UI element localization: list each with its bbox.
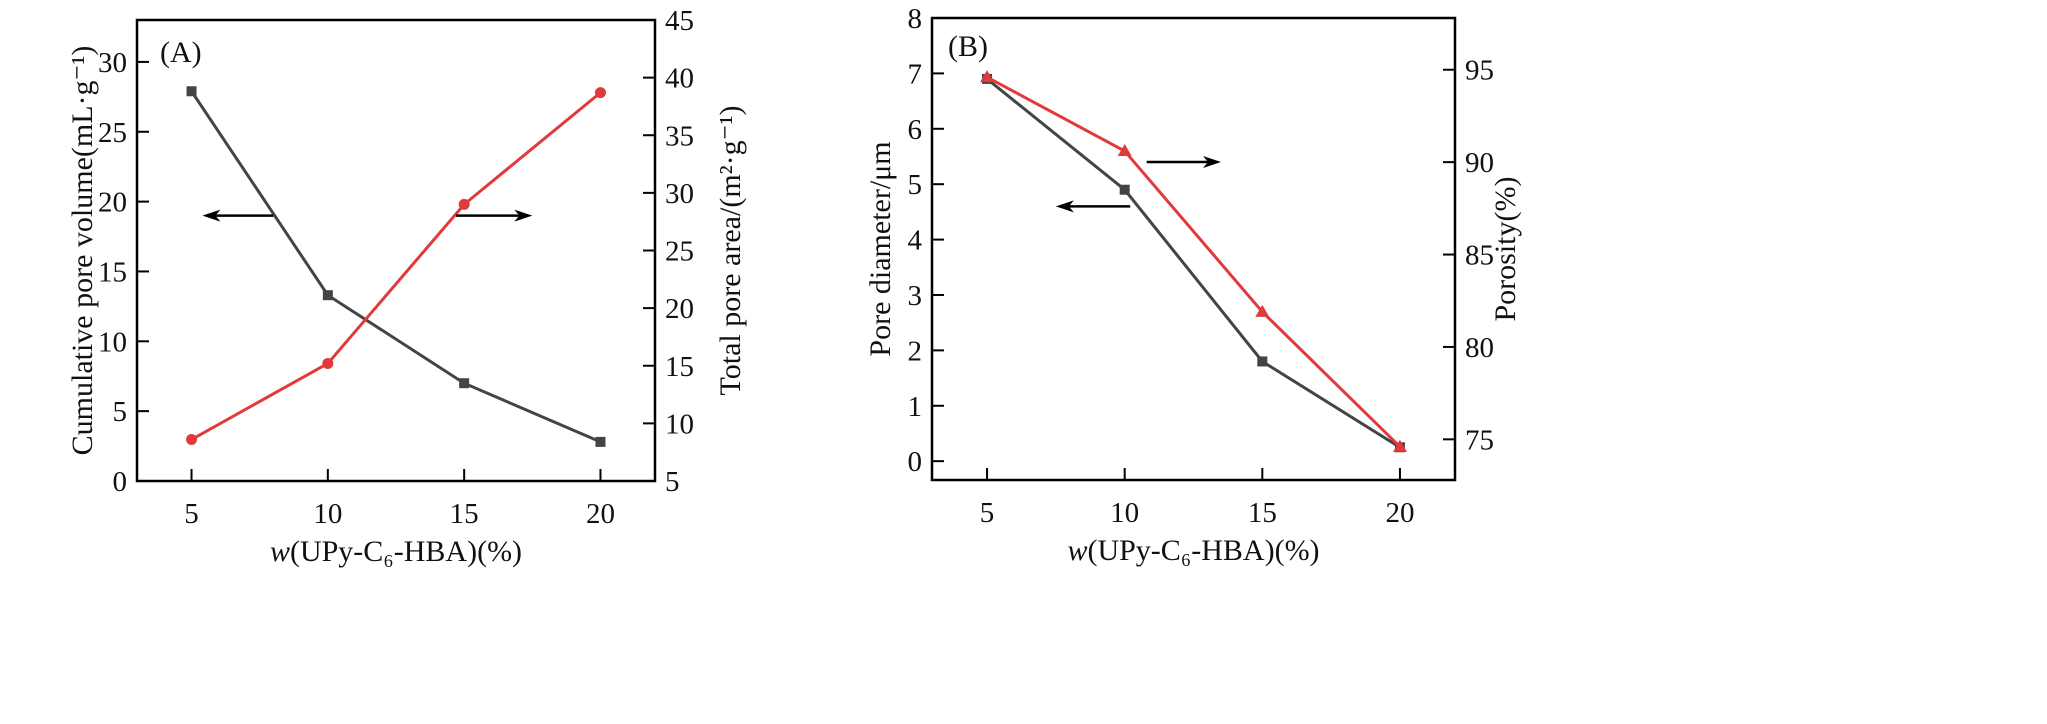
- data-point-circle: [458, 198, 470, 210]
- arrow-left-icon: [1055, 200, 1074, 213]
- series-line-total-pore-area: [190, 91, 602, 441]
- y-left-tick-label: 3: [908, 280, 923, 312]
- y-right-tick-label: 20: [665, 293, 694, 325]
- y-left-tick-label: 6: [908, 114, 923, 146]
- x-axis-label: w(UPy-C₆-HBA)(%): [1067, 534, 1319, 567]
- data-point-square: [595, 436, 606, 447]
- y-right-axis-label: Porosity(%): [1489, 177, 1522, 322]
- plot-frame: [930, 16, 1457, 482]
- data-point-square: [459, 378, 470, 389]
- y-left-tick-label: 15: [98, 256, 127, 288]
- y-left-tick-label: 1: [908, 391, 923, 423]
- chart-panel-b: 5 10 15 20 0 1 2 3 4 5 6 7 8 75 80 85 90 95 w(UPy-C₆-HBA)(…: [864, 3, 1522, 567]
- x-tick-label: 20: [1385, 497, 1414, 529]
- y-right-tick-label: 5: [665, 466, 680, 498]
- x-axis-label-rest: (UPy-C₆-HBA)(%): [1087, 534, 1319, 567]
- data-point-circle: [186, 434, 198, 446]
- y-right-tick-label: 10: [665, 408, 694, 440]
- x-axis-label: w(UPy-C₆-HBA)(%): [270, 535, 522, 568]
- y-left-tick-label: 0: [908, 446, 923, 478]
- y-right-tick-label: 85: [1465, 240, 1494, 272]
- panel-label: (B): [948, 30, 988, 63]
- y-left-tick-label: 7: [908, 58, 923, 90]
- y-left-tick-label: 2: [908, 335, 923, 367]
- data-point-triangle: [1392, 439, 1407, 452]
- x-tick-label: 5: [184, 498, 199, 530]
- series-line-pore-diameter: [986, 77, 1401, 449]
- arrow-right-icon: [514, 209, 533, 222]
- y-left-axis-label: Cumulative pore volume(mL·g⁻¹): [66, 46, 99, 456]
- y-right-tick-label: 25: [665, 236, 694, 268]
- y-right-tick-label: 15: [665, 351, 694, 383]
- plot-frame: [135, 18, 657, 483]
- x-tick-label: 5: [980, 497, 995, 529]
- arrow-right-icon: [1203, 156, 1222, 169]
- y-left-axis-label: Pore diameter/μm: [864, 141, 897, 356]
- data-point-triangle: [1117, 144, 1132, 157]
- data-point-square: [322, 290, 333, 301]
- data-point-triangle: [1255, 304, 1270, 317]
- y-right-tick-label: 90: [1465, 147, 1494, 179]
- y-left-tick-label: 0: [113, 466, 128, 498]
- y-left-tick-label: 5: [113, 396, 128, 428]
- y-left-tick-label: 8: [908, 3, 923, 35]
- data-point-square: [186, 86, 197, 97]
- panel-label: (A): [160, 36, 202, 69]
- y-right-tick-label: 95: [1465, 55, 1494, 87]
- series-line-cumulative-pore-volume: [190, 90, 602, 444]
- x-tick-label: 15: [1248, 497, 1277, 529]
- series-line-porosity: [986, 75, 1401, 448]
- y-left-tick-label: 5: [908, 169, 923, 201]
- data-point-circle: [594, 87, 606, 99]
- y-right-tick-label: 45: [665, 5, 694, 37]
- y-right-axis-label: Total pore area/(m²·g⁻¹): [714, 106, 747, 396]
- x-axis-label-rest: (UPy-C₆-HBA)(%): [290, 535, 522, 568]
- data-point-triangle: [980, 70, 995, 83]
- y-left-tick-label: 4: [908, 225, 923, 257]
- x-tick-label: 20: [586, 498, 615, 530]
- x-tick-label: 10: [1110, 497, 1139, 529]
- data-point-circle: [322, 357, 334, 369]
- x-axis-label-italic: w: [1067, 534, 1087, 567]
- x-tick-label: 15: [450, 498, 479, 530]
- y-left-tick-label: 30: [98, 47, 127, 79]
- y-right-tick-label: 80: [1465, 332, 1494, 364]
- x-axis-label-italic: w: [270, 535, 290, 568]
- y-right-tick-label: 30: [665, 178, 694, 210]
- data-point-square: [1257, 356, 1268, 367]
- y-right-tick-label: 40: [665, 63, 694, 95]
- y-left-tick-label: 25: [98, 117, 127, 149]
- data-point-square: [1119, 184, 1130, 195]
- chart-panel-a: 5 10 15 20 0 5 10 15 20 25 30 5 10 15 20 25 30 35 40 45 w(UP…: [66, 5, 747, 568]
- y-left-tick-label: 20: [98, 187, 127, 219]
- y-right-tick-label: 35: [665, 120, 694, 152]
- arrow-left-icon: [202, 209, 221, 222]
- x-tick-label: 10: [313, 498, 342, 530]
- y-right-tick-label: 75: [1465, 424, 1494, 456]
- y-left-tick-label: 10: [98, 326, 127, 358]
